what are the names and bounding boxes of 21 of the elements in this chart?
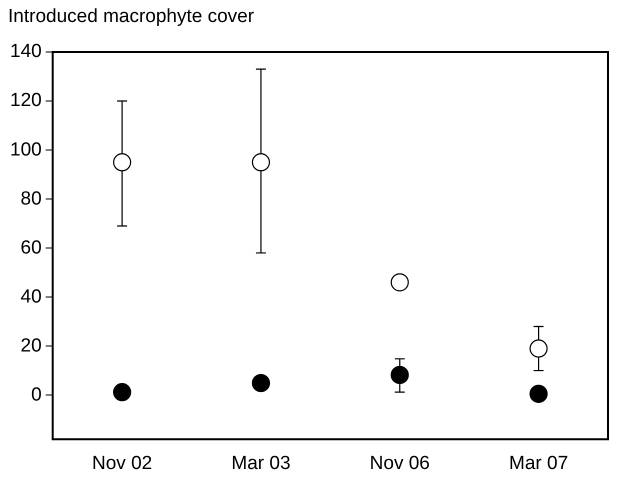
point: [529, 339, 548, 358]
y-tick-label: 0: [31, 384, 42, 406]
x-tick-label: Nov 02: [92, 452, 152, 474]
y-tick-label: 80: [20, 188, 42, 210]
y-tick-label: 140: [10, 41, 42, 62]
y-tick-label: 120: [10, 90, 42, 112]
point: [252, 153, 270, 172]
chart-title: Introduced macrophyte cover: [8, 6, 254, 28]
y-tick-label: 40: [20, 286, 42, 308]
point: [390, 366, 409, 384]
x-tick-label: Mar 07: [509, 452, 568, 474]
y-tick-label: 20: [20, 335, 42, 356]
point: [113, 153, 132, 172]
point: [529, 384, 548, 403]
x-tick-label: Mar 03: [231, 452, 291, 474]
y-tick-label: 60: [20, 237, 42, 258]
y-tick-label: 100: [10, 139, 42, 160]
point: [390, 273, 409, 292]
point: [252, 374, 270, 392]
x-tick-label: Nov 06: [370, 452, 430, 474]
point: [113, 383, 132, 402]
